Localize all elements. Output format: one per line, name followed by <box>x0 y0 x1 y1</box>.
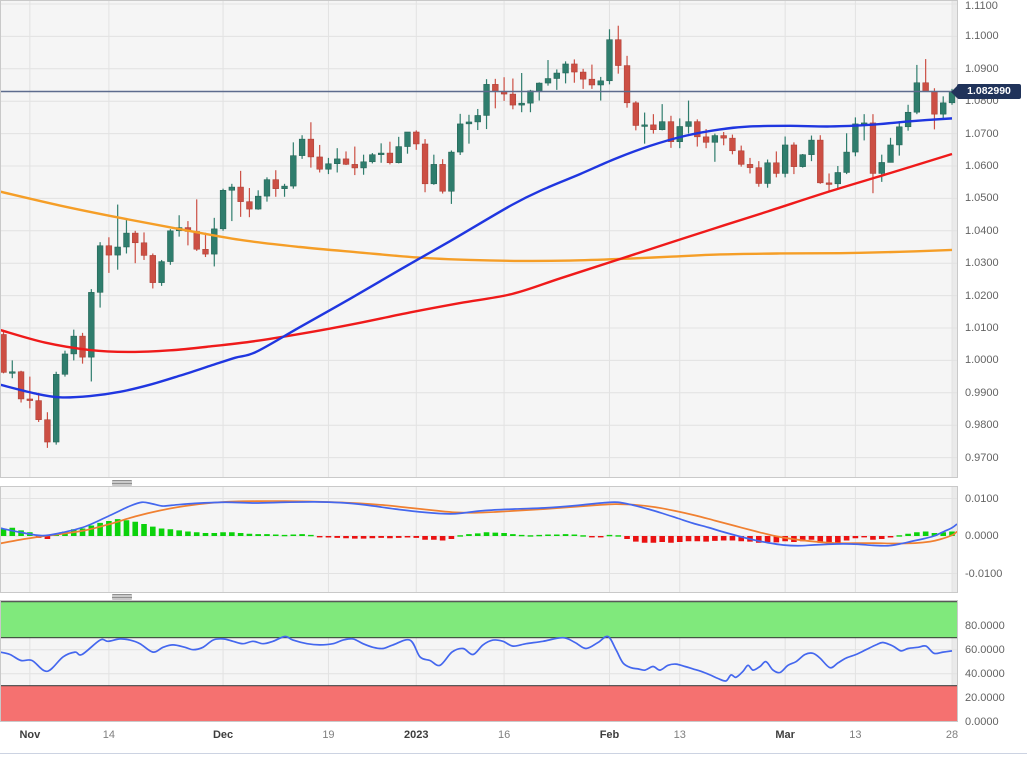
price-axis[interactable]: 1.1100 1.1000 1.0900 1.0800 1.0700 1.0600 1.05… <box>958 0 1027 758</box>
price-axis-label: 1.0200 <box>965 289 999 302</box>
time-axis-label: 28 <box>945 729 959 741</box>
time-axis-label: 16 <box>497 729 511 741</box>
price-axis-label: 1.0300 <box>965 257 999 270</box>
rsi-axis-label: 40.0000 <box>965 667 1005 680</box>
price-panel-canvas[interactable] <box>0 0 958 478</box>
time-axis-label: Dec <box>212 729 234 741</box>
macd-axis-label: 0.0000 <box>965 530 999 542</box>
price-axis-label: 1.0000 <box>965 354 999 367</box>
rsi-panel-canvas[interactable] <box>0 600 958 722</box>
price-axis-label: 1.0700 <box>965 127 999 140</box>
time-axis-label: 2023 <box>404 729 429 741</box>
macd-panel-canvas[interactable] <box>0 486 958 593</box>
rsi-axis-label: 20.0000 <box>965 691 1005 704</box>
rsi-axis-label: 0.0000 <box>965 715 999 728</box>
time-axis-label: Mar <box>775 729 795 741</box>
price-axis-label: 1.1100 <box>965 0 998 12</box>
price-axis-label: 1.0400 <box>965 224 999 237</box>
price-axis-label: 1.1000 <box>965 30 999 43</box>
rsi-axis-label: 60.0000 <box>965 643 1005 656</box>
time-axis-label: 14 <box>102 729 115 741</box>
bottom-divider <box>0 753 1027 754</box>
current-price-badge: 1.082990 <box>951 84 1021 99</box>
price-panel[interactable] <box>0 0 958 478</box>
time-axis-label: 13 <box>673 729 686 741</box>
time-axis-label: 13 <box>849 729 862 741</box>
macd-panel-drag-handle[interactable] <box>112 480 132 486</box>
time-axis[interactable]: Nov 14 Dec 19 2023 16 Feb 13 Mar 13 28 <box>0 722 958 752</box>
price-axis-label: 0.9900 <box>965 386 999 399</box>
price-axis-label: 1.0900 <box>965 62 999 75</box>
macd-axis-label: 0.0100 <box>965 492 999 505</box>
price-axis-label: 0.9700 <box>965 451 999 464</box>
price-axis-label: 0.9800 <box>965 419 999 432</box>
macd-panel[interactable] <box>0 486 958 593</box>
time-axis-label: Nov <box>19 729 41 741</box>
price-axis-label: 1.0600 <box>965 160 999 172</box>
price-axis-label: 1.0100 <box>965 322 999 334</box>
rsi-panel-drag-handle[interactable] <box>112 594 132 600</box>
time-axis-label: Feb <box>599 729 620 741</box>
rsi-panel[interactable] <box>0 600 958 722</box>
macd-axis-label: -0.0100 <box>965 567 1003 580</box>
time-axis-label: 19 <box>322 729 335 741</box>
price-axis-label: 1.0500 <box>965 192 999 205</box>
rsi-axis-label: 80.0000 <box>965 619 1005 632</box>
current-price-label: 1.082990 <box>967 85 1011 97</box>
